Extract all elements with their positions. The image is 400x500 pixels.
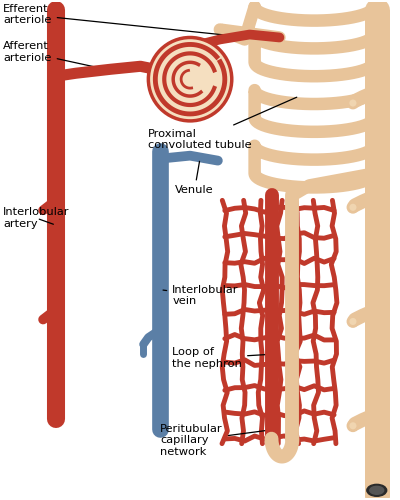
Text: Interlobular
vein: Interlobular vein	[163, 285, 239, 306]
Circle shape	[348, 421, 358, 430]
Circle shape	[348, 202, 358, 212]
Text: Efferent
arteriole: Efferent arteriole	[3, 4, 227, 35]
Text: Venule: Venule	[175, 162, 214, 196]
Circle shape	[348, 98, 358, 108]
Text: Interlobular
artery: Interlobular artery	[3, 208, 70, 229]
Ellipse shape	[370, 486, 384, 494]
Ellipse shape	[367, 484, 387, 496]
Circle shape	[348, 316, 358, 326]
Text: Afferent
arteriole: Afferent arteriole	[3, 42, 103, 68]
Text: Loop of
the nephron: Loop of the nephron	[172, 348, 269, 369]
Text: Proximal
convoluted tubule: Proximal convoluted tubule	[148, 97, 297, 150]
Text: Peritubular
capillary
network: Peritubular capillary network	[160, 424, 277, 457]
Circle shape	[148, 38, 232, 121]
